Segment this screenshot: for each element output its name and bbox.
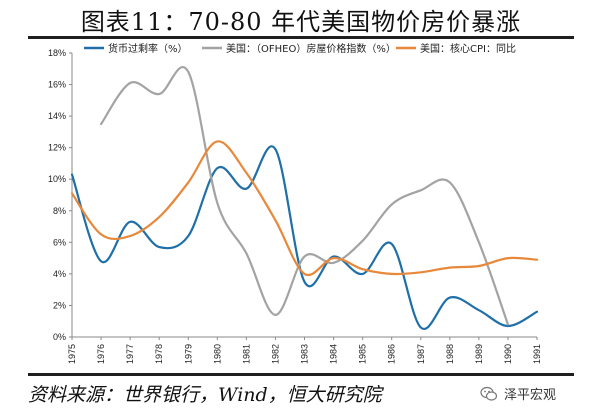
x-tick-label: 1989 <box>474 344 484 364</box>
x-tick-label: 1988 <box>445 344 455 364</box>
y-axis: 0% 2% 4% 6% 8% 10% 12% 14% 16% 18% <box>48 48 73 342</box>
y-tick-label: 8% <box>53 206 66 216</box>
series-line-3 <box>70 140 539 277</box>
x-tick-label: 1980 <box>212 344 222 364</box>
figure-title: 图表11：70-80 年代美国物价房价暴涨 <box>80 8 522 36</box>
x-tick-label: 1990 <box>503 344 513 364</box>
top-rule <box>28 36 574 39</box>
y-tick-label: 4% <box>53 269 66 279</box>
x-tick-label: 1986 <box>387 344 397 364</box>
y-tick-label: 0% <box>53 332 66 342</box>
x-tick-label: 1978 <box>154 344 164 364</box>
y-tick-label: 2% <box>53 300 66 310</box>
x-tick-label: 1985 <box>358 344 368 364</box>
x-tick-label: 1984 <box>329 344 339 364</box>
x-tick-label: 1976 <box>96 344 106 364</box>
chart-legend: 货币过剩率（%） 美国：（OFHEO）房屋价格指数（%） 美国：核心CPI：同比 <box>84 42 516 55</box>
brand-name: 泽平宏观 <box>504 388 557 403</box>
source-note: 资料来源：世界银行，Wind，恒大研究院 <box>28 384 382 406</box>
x-tick-label: 1975 <box>67 344 77 364</box>
legend-label-3: 美国：核心CPI：同比 <box>420 42 516 55</box>
y-tick-label: 10% <box>48 174 66 184</box>
y-tick-label: 16% <box>48 80 66 90</box>
series-layer <box>70 66 539 331</box>
y-tick-label: 6% <box>53 237 66 247</box>
bottom-rule <box>28 373 574 376</box>
x-tick-label: 1982 <box>270 344 280 364</box>
wechat-icon <box>480 386 498 401</box>
x-tick-label: 1981 <box>241 344 251 364</box>
legend-label-2: 美国：（OFHEO）房屋价格指数（%） <box>226 42 396 55</box>
x-tick-label: 1983 <box>300 344 310 364</box>
x-tick-label: 1977 <box>125 344 135 364</box>
x-tick-label: 1987 <box>416 344 426 364</box>
brand-badge: 泽平宏观 <box>480 384 556 403</box>
y-tick-label: 14% <box>48 111 66 121</box>
series-line-1 <box>70 145 539 331</box>
x-tick-label: 1991 <box>532 344 542 364</box>
y-tick-label: 18% <box>48 48 66 58</box>
x-tick-label: 1979 <box>183 344 193 364</box>
x-axis: 1975 1976 1977 1978 1979 1980 1981 1982 1983 1984… <box>67 336 542 364</box>
y-tick-label: 12% <box>48 143 66 153</box>
legend-label-1: 货币过剩率（%） <box>108 42 188 55</box>
series-line-2 <box>100 66 509 326</box>
